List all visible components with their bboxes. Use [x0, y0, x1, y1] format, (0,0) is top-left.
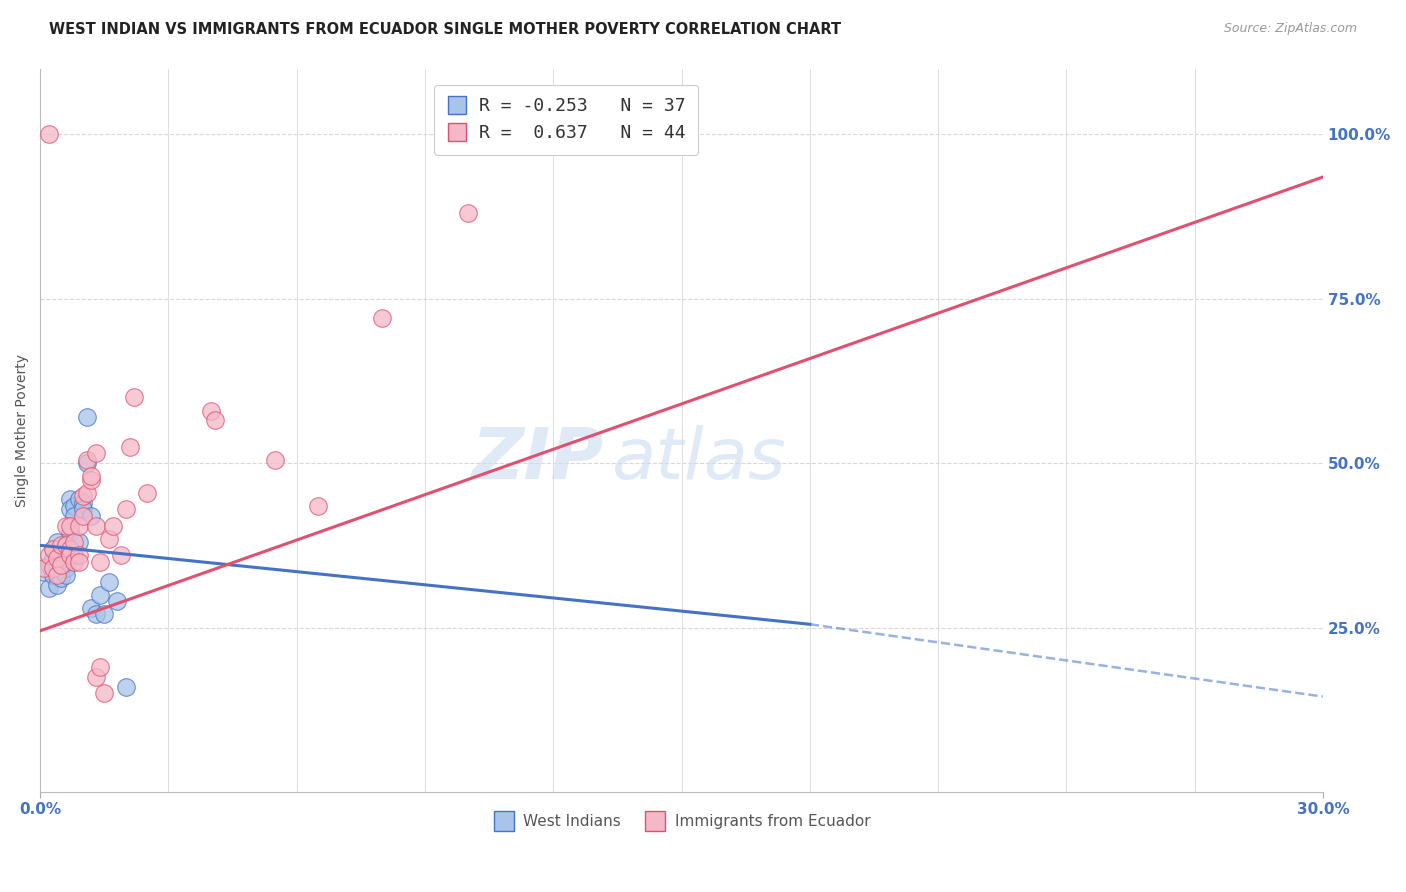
- Point: [42, 551, 65, 566]
- Point: [457, 206, 479, 220]
- Point: [122, 390, 145, 404]
- Point: [97, 532, 120, 546]
- Point: [76, 456, 98, 470]
- Point: [114, 680, 136, 694]
- Point: [55, 538, 77, 552]
- Point: [55, 561, 77, 575]
- Point: [89, 555, 111, 569]
- Point: [51, 555, 73, 569]
- Point: [72, 489, 94, 503]
- Y-axis label: Single Mother Poverty: Single Mother Poverty: [15, 354, 30, 507]
- Point: [76, 485, 98, 500]
- Point: [80, 469, 103, 483]
- Point: [264, 453, 287, 467]
- Point: [63, 508, 86, 523]
- Point: [76, 453, 98, 467]
- Point: [84, 607, 107, 622]
- Point: [97, 574, 120, 589]
- Legend: West Indians, Immigrants from Ecuador: West Indians, Immigrants from Ecuador: [486, 808, 876, 835]
- Point: [63, 555, 86, 569]
- Text: atlas: atlas: [612, 425, 786, 493]
- Point: [89, 588, 111, 602]
- Point: [59, 502, 82, 516]
- Point: [371, 311, 394, 326]
- Point: [307, 499, 329, 513]
- Point: [59, 548, 82, 562]
- Point: [51, 558, 73, 572]
- Point: [80, 473, 103, 487]
- Point: [72, 495, 94, 509]
- Point: [72, 508, 94, 523]
- Point: [42, 568, 65, 582]
- Point: [93, 686, 115, 700]
- Point: [136, 485, 159, 500]
- Point: [84, 670, 107, 684]
- Point: [38, 128, 60, 142]
- Text: WEST INDIAN VS IMMIGRANTS FROM ECUADOR SINGLE MOTHER POVERTY CORRELATION CHART: WEST INDIAN VS IMMIGRANTS FROM ECUADOR S…: [49, 22, 841, 37]
- Point: [38, 581, 60, 595]
- Point: [67, 492, 90, 507]
- Point: [59, 525, 82, 540]
- Point: [63, 499, 86, 513]
- Point: [93, 607, 115, 622]
- Point: [46, 561, 69, 575]
- Point: [55, 538, 77, 552]
- Point: [67, 518, 90, 533]
- Point: [59, 548, 82, 562]
- Point: [204, 413, 226, 427]
- Point: [34, 561, 56, 575]
- Text: Source: ZipAtlas.com: Source: ZipAtlas.com: [1223, 22, 1357, 36]
- Point: [42, 541, 65, 556]
- Point: [84, 518, 107, 533]
- Point: [38, 548, 60, 562]
- Point: [63, 548, 86, 562]
- Point: [55, 555, 77, 569]
- Text: ZIP: ZIP: [472, 425, 605, 493]
- Point: [72, 502, 94, 516]
- Point: [89, 660, 111, 674]
- Point: [42, 541, 65, 556]
- Point: [46, 535, 69, 549]
- Point: [46, 578, 69, 592]
- Point: [80, 508, 103, 523]
- Point: [59, 541, 82, 556]
- Point: [105, 594, 128, 608]
- Point: [55, 568, 77, 582]
- Point: [59, 492, 82, 507]
- Point: [42, 561, 65, 575]
- Point: [114, 502, 136, 516]
- Point: [110, 548, 132, 562]
- Point: [67, 535, 90, 549]
- Point: [34, 565, 56, 579]
- Point: [51, 538, 73, 552]
- Point: [46, 551, 69, 566]
- Point: [76, 410, 98, 425]
- Point: [118, 440, 141, 454]
- Point: [67, 548, 90, 562]
- Point: [51, 548, 73, 562]
- Point: [59, 518, 82, 533]
- Point: [84, 446, 107, 460]
- Point: [101, 518, 124, 533]
- Point: [200, 403, 222, 417]
- Point: [46, 568, 69, 582]
- Point: [38, 558, 60, 572]
- Point: [80, 600, 103, 615]
- Point: [63, 535, 86, 549]
- Point: [55, 518, 77, 533]
- Point: [51, 571, 73, 585]
- Point: [67, 555, 90, 569]
